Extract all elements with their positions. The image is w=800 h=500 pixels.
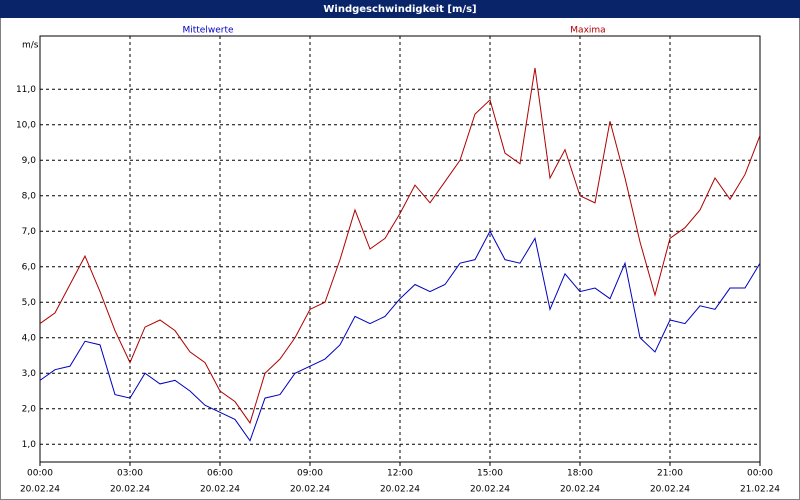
x-tick-label: 09:00 — [297, 469, 323, 479]
window-title: Windgeschwindigkeit [m/s] — [323, 4, 476, 15]
y-tick-label: 11,0 — [16, 85, 36, 95]
title-bar — [0, 0, 800, 18]
x-tick-label: 12:00 — [387, 469, 413, 479]
y-tick-label: 5,0 — [22, 298, 37, 308]
x-tick-label: 21:00 — [657, 469, 683, 479]
y-axis-label: m/s — [22, 41, 39, 51]
x-tick-date: 20.02.24 — [650, 485, 690, 495]
legend-entry: Mittelwerte — [182, 26, 233, 36]
data-line — [39, 230, 761, 442]
x-tick-date: 20.02.24 — [560, 485, 600, 495]
y-tick-label: 1,0 — [22, 440, 37, 450]
x-tick-date: 20.02.24 — [470, 485, 510, 495]
x-tick-label: 00:00 — [27, 469, 53, 479]
x-tick-label: 18:00 — [567, 469, 593, 479]
legend-entry: Maxima — [570, 26, 605, 36]
x-tick-label: 15:00 — [477, 469, 503, 479]
x-tick-label: 06:00 — [207, 469, 233, 479]
y-tick-label: 2,0 — [22, 404, 37, 414]
y-tick-label: 10,0 — [16, 120, 36, 130]
y-tick-label: 4,0 — [22, 333, 37, 343]
y-tick-label: 8,0 — [22, 191, 37, 201]
data-line — [39, 67, 761, 425]
x-tick-date: 21.02.24 — [740, 485, 780, 495]
x-tick-date: 20.02.24 — [290, 485, 330, 495]
x-tick-date: 20.02.24 — [110, 485, 150, 495]
x-tick-date: 20.02.24 — [380, 485, 420, 495]
y-tick-label: 9,0 — [22, 156, 37, 166]
x-tick-label: 03:00 — [117, 469, 143, 479]
x-tick-label: 00:00 — [747, 469, 773, 479]
y-tick-label: 6,0 — [22, 262, 37, 272]
y-tick-label: 7,0 — [22, 227, 37, 237]
x-tick-date: 20.02.24 — [200, 485, 240, 495]
x-tick-date: 20.02.24 — [20, 485, 60, 495]
y-tick-label: 3,0 — [22, 369, 37, 379]
